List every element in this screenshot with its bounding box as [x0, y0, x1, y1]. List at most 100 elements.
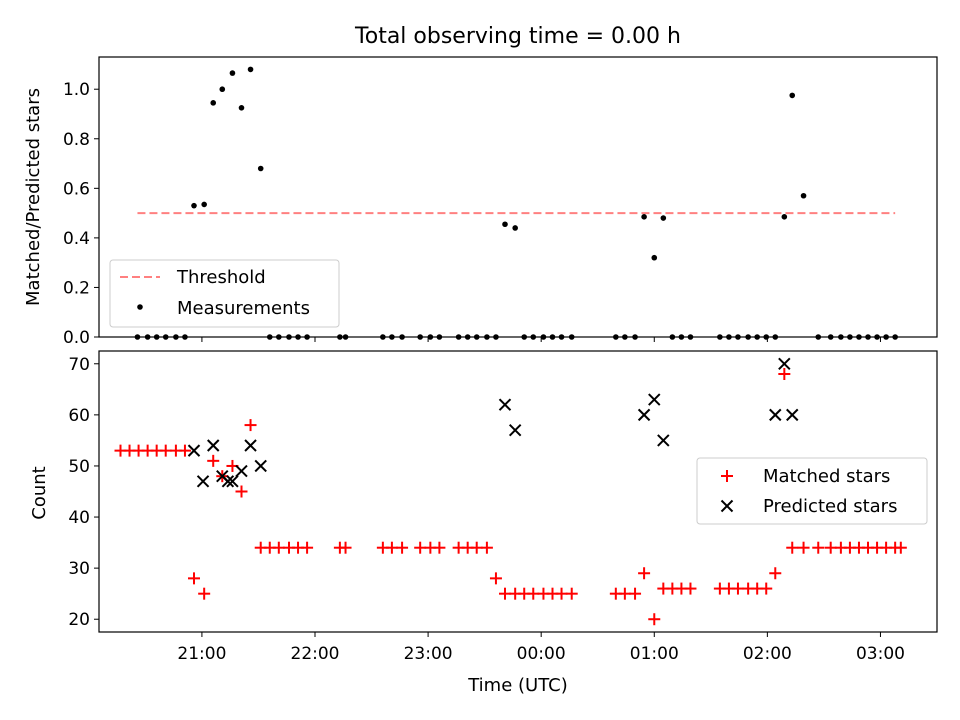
bottom-y-tick-label: 60: [68, 406, 90, 426]
predicted-star-point: [498, 398, 512, 411]
x-tick-label: 03:00: [856, 644, 905, 664]
measurement-point: [219, 86, 226, 93]
matched-star-point: [527, 587, 540, 600]
matched-star-point: [198, 587, 211, 600]
measurement-point: [191, 202, 197, 209]
x-stroke-b: [786, 408, 799, 422]
measurement-point: [651, 254, 658, 261]
bottom-y-axis-label: Count: [29, 466, 50, 519]
matched-star-point: [769, 567, 782, 580]
x-tick-label: 23:00: [404, 644, 453, 664]
matched-star-point: [489, 572, 502, 585]
matched-star-point: [894, 541, 907, 554]
predicted-star-point: [244, 439, 257, 452]
top-x-ticks: [201, 337, 881, 342]
predicted-star-point: [786, 408, 799, 422]
top-axes-frame: [98, 56, 938, 338]
predicted-star-point: [221, 475, 235, 488]
top-y-axis-label: Matched/Predicted stars: [23, 88, 44, 306]
legend-measurements-swatch: [137, 304, 143, 310]
predicted-star-point: [778, 357, 791, 370]
top-legend-box: [109, 259, 340, 328]
matched-star-point: [618, 587, 631, 600]
x-stroke-b: [196, 475, 210, 488]
matched-star-point: [731, 582, 744, 595]
matched-star-point: [301, 541, 314, 554]
matched-star-point: [235, 485, 248, 498]
x-axis-label: Time (UTC): [467, 675, 568, 696]
predicted-star-point: [187, 444, 201, 457]
x-stroke-b: [720, 499, 734, 513]
matched-star-point: [812, 541, 825, 554]
matched-star-point: [272, 541, 285, 554]
matched-star-point: [797, 541, 810, 554]
matched-star-point: [207, 454, 220, 467]
measurement-point: [641, 214, 647, 220]
x-stroke-b: [769, 408, 782, 422]
x-tick-label: 00:00: [517, 644, 566, 664]
predicted-star-point: [508, 423, 522, 437]
matched-star-point: [178, 444, 191, 457]
measurement-point: [210, 100, 217, 106]
legend-predicted-label: Predicted stars: [763, 496, 897, 517]
x-stroke-b: [207, 439, 220, 452]
top-marks: [134, 66, 898, 340]
x-stroke-b: [187, 444, 201, 457]
bottom-y-tick-label: 20: [68, 610, 90, 630]
bottom-y-ticks: 20 30 40 50 60 70: [68, 355, 99, 630]
x-stroke-b: [648, 393, 661, 406]
bottom-marks: [114, 357, 907, 626]
predicted-star-point: [235, 464, 248, 478]
measurement-point: [257, 165, 264, 172]
legend-threshold-label: Threshold: [176, 267, 266, 288]
x-stroke-b: [254, 459, 267, 473]
x-stroke-b: [508, 423, 522, 437]
legend-matched-label: Matched stars: [763, 466, 890, 487]
measurement-point: [247, 66, 254, 73]
x-stroke-b: [498, 398, 512, 411]
x-stroke-b: [235, 464, 248, 478]
measurement-point: [512, 225, 518, 231]
matched-star-point: [470, 541, 483, 554]
bottom-y-tick-label: 50: [68, 457, 90, 477]
top-panel: 0.0 0.2 0.4 0.6 0.8 1.0 Matched/Predicted sta…: [23, 56, 938, 348]
legend-matched-swatch: [721, 470, 733, 482]
top-legend: Threshold Measurements: [109, 259, 340, 328]
bottom-axes-frame: [98, 350, 938, 633]
measurement-point: [800, 192, 807, 199]
x-stroke-b: [226, 475, 239, 488]
measurement-point: [238, 104, 245, 111]
predicted-star-point: [648, 393, 661, 406]
x-stroke-b: [637, 408, 651, 422]
matched-star-point: [638, 567, 651, 580]
predicted-star-point: [254, 459, 267, 473]
matched-star-point: [648, 613, 661, 626]
predicted-star-point: [196, 475, 210, 488]
matched-star-point: [187, 572, 200, 585]
predicted-star-point: [657, 434, 670, 447]
measurement-point: [789, 92, 796, 99]
matched-star-point: [684, 582, 697, 595]
bottom-legend-box: [696, 457, 928, 525]
bottom-x-ticks: 21:00 22:00 23:00 00:00 01:00 02:00 03:00: [177, 632, 905, 664]
measurement-point: [229, 70, 236, 76]
matched-star-point: [824, 541, 837, 554]
x-stroke-b: [778, 357, 791, 370]
matched-star-point: [396, 541, 409, 554]
chart-title: Total observing time = 0.00 h: [354, 24, 681, 49]
top-y-tick-label: 0.6: [63, 179, 90, 199]
matched-star-point: [414, 541, 427, 554]
bottom-y-tick-label: 30: [68, 559, 90, 579]
matched-star-point: [778, 367, 791, 380]
matched-star-point: [786, 541, 799, 554]
predicted-star-point: [226, 475, 239, 488]
measurement-point: [781, 214, 788, 220]
measurement-point: [502, 221, 508, 228]
top-y-tick-label: 0.4: [63, 229, 90, 249]
predicted-star-point: [207, 439, 220, 452]
matched-star-point: [433, 541, 446, 554]
matched-star-point: [480, 541, 493, 554]
matched-star-point: [629, 587, 642, 600]
legend-measurements-label: Measurements: [177, 298, 310, 319]
